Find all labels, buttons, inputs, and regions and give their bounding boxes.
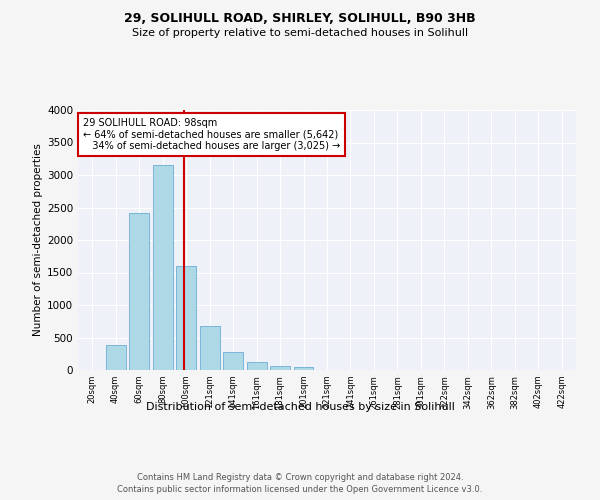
Text: Contains HM Land Registry data © Crown copyright and database right 2024.: Contains HM Land Registry data © Crown c… bbox=[137, 472, 463, 482]
Bar bbox=[247, 362, 266, 370]
Bar bbox=[223, 352, 243, 370]
Bar bbox=[106, 346, 125, 370]
Y-axis label: Number of semi-detached properties: Number of semi-detached properties bbox=[33, 144, 43, 336]
Text: Size of property relative to semi-detached houses in Solihull: Size of property relative to semi-detach… bbox=[132, 28, 468, 38]
Bar bbox=[200, 326, 220, 370]
Text: 29 SOLIHULL ROAD: 98sqm
← 64% of semi-detached houses are smaller (5,642)
   34%: 29 SOLIHULL ROAD: 98sqm ← 64% of semi-de… bbox=[83, 118, 340, 151]
Bar bbox=[176, 266, 196, 370]
Bar bbox=[152, 165, 173, 370]
Bar bbox=[129, 212, 149, 370]
Bar bbox=[293, 367, 313, 370]
Text: Contains public sector information licensed under the Open Government Licence v3: Contains public sector information licen… bbox=[118, 485, 482, 494]
Text: 29, SOLIHULL ROAD, SHIRLEY, SOLIHULL, B90 3HB: 29, SOLIHULL ROAD, SHIRLEY, SOLIHULL, B9… bbox=[124, 12, 476, 26]
Bar bbox=[270, 366, 290, 370]
Text: Distribution of semi-detached houses by size in Solihull: Distribution of semi-detached houses by … bbox=[146, 402, 454, 412]
